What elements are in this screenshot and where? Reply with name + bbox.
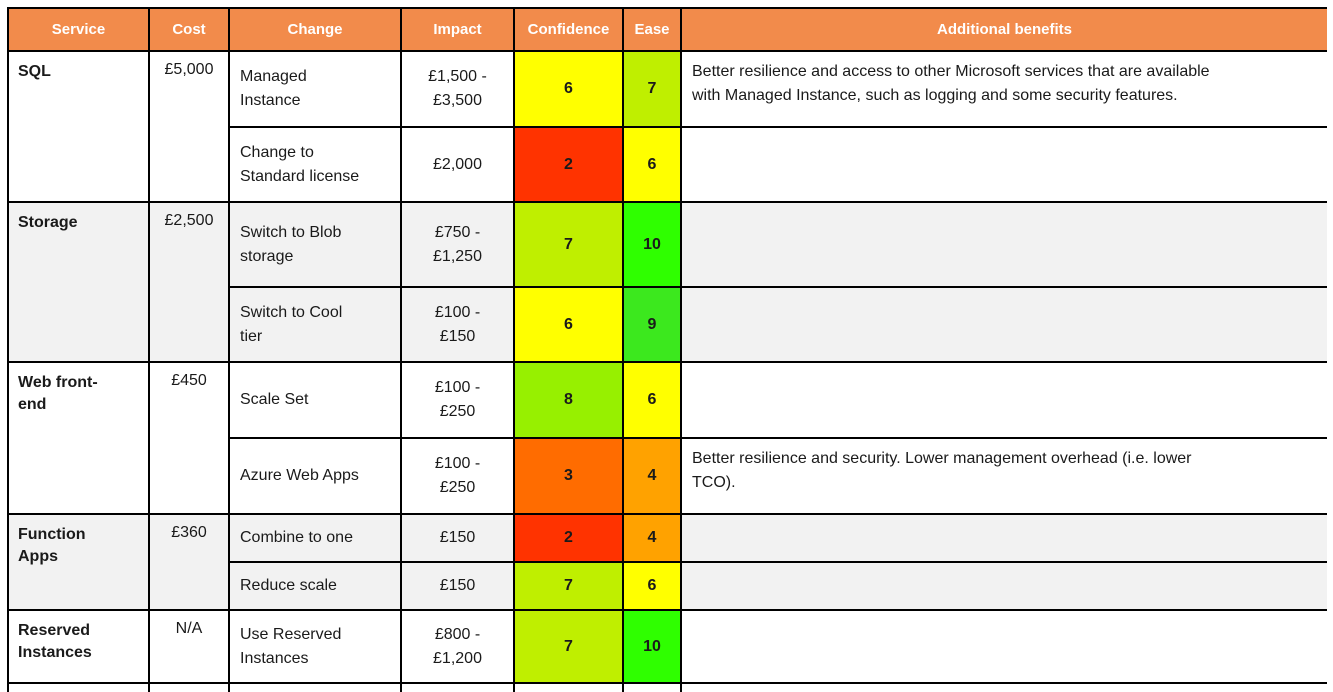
cost-cell: £5,000 bbox=[148, 50, 230, 203]
impact-cell: £100 - £150 bbox=[400, 286, 515, 363]
confidence-score-cell: 6 bbox=[513, 50, 624, 128]
table-row: Change to Standard license £2,000 2 6 bbox=[8, 126, 1327, 203]
ease-score-cell: 6 bbox=[622, 126, 682, 203]
change-cell: Azure Web Apps bbox=[228, 437, 402, 515]
table-row: Web front- end £450 Scale Set £100 - £25… bbox=[7, 361, 1327, 515]
ease-score-cell: 10 bbox=[622, 201, 682, 288]
table-row-partial bbox=[7, 682, 1327, 692]
empty-cell bbox=[680, 682, 1327, 692]
header-impact: Impact bbox=[400, 7, 515, 52]
confidence-score-cell: 8 bbox=[513, 361, 624, 439]
benefits-cell: Better resilience and security. Lower ma… bbox=[680, 437, 1327, 515]
benefits-cell bbox=[680, 513, 1327, 563]
header-row: Service Cost Change Impact Confidence Ea… bbox=[7, 7, 1327, 52]
ease-score-cell: 10 bbox=[622, 609, 682, 684]
confidence-score-cell: 2 bbox=[513, 513, 624, 563]
cost-cell: £450 bbox=[148, 361, 230, 515]
benefits-cell bbox=[680, 361, 1327, 439]
table-row: Reserved Instances N/A Use Reserved Inst… bbox=[7, 609, 1327, 684]
confidence-score-cell: 7 bbox=[513, 561, 624, 611]
header-confidence: Confidence bbox=[513, 7, 624, 52]
impact-cell: £150 bbox=[400, 513, 515, 563]
ease-score-cell: 9 bbox=[622, 286, 682, 363]
confidence-score-cell: 7 bbox=[513, 609, 624, 684]
benefits-cell bbox=[680, 286, 1327, 363]
ease-score-cell: 4 bbox=[622, 437, 682, 515]
change-cell: Change to Standard license bbox=[228, 126, 402, 203]
empty-cell bbox=[400, 682, 515, 692]
change-cell: Switch to Cool tier bbox=[228, 286, 402, 363]
cost-options-table-container: Service Cost Change Impact Confidence Ea… bbox=[7, 7, 1327, 692]
impact-cell: £100 - £250 bbox=[400, 437, 515, 515]
table-row: Function Apps £360 Combine to one £150 2… bbox=[7, 513, 1327, 611]
confidence-score-cell: 2 bbox=[513, 126, 624, 203]
benefits-cell: Better resilience and access to other Mi… bbox=[680, 50, 1327, 128]
service-cell: Storage bbox=[7, 201, 150, 363]
cost-cell: £360 bbox=[148, 513, 230, 611]
table-row: Storage £2,500 Switch to Blob storage £7… bbox=[7, 201, 1327, 363]
cost-cell: £2,500 bbox=[148, 201, 230, 363]
cost-options-table: Service Cost Change Impact Confidence Ea… bbox=[7, 7, 1327, 692]
confidence-score-cell: 7 bbox=[513, 201, 624, 288]
header-additional-benefits: Additional benefits bbox=[680, 7, 1327, 52]
change-cell: Reduce scale bbox=[228, 561, 402, 611]
impact-cell: £1,500 - £3,500 bbox=[400, 50, 515, 128]
header-ease: Ease bbox=[622, 7, 682, 52]
ease-score-cell: 6 bbox=[622, 361, 682, 439]
service-cell: Reserved Instances bbox=[7, 609, 150, 684]
impact-cell: £100 - £250 bbox=[400, 361, 515, 439]
table-row: Reduce scale £150 7 6 bbox=[8, 561, 1327, 611]
header-service: Service bbox=[7, 7, 150, 52]
benefits-cell bbox=[680, 126, 1327, 203]
ease-score-cell: 7 bbox=[622, 50, 682, 128]
ease-score-cell: 4 bbox=[622, 513, 682, 563]
benefits-cell bbox=[680, 609, 1327, 684]
header-cost: Cost bbox=[148, 7, 230, 52]
change-cell: Switch to Blob storage bbox=[228, 201, 402, 288]
change-cell: Use Reserved Instances bbox=[228, 609, 402, 684]
cost-cell: N/A bbox=[148, 609, 230, 684]
service-cell: Function Apps bbox=[7, 513, 150, 611]
impact-cell: £2,000 bbox=[400, 126, 515, 203]
benefits-cell bbox=[680, 561, 1327, 611]
empty-cell bbox=[228, 682, 402, 692]
header-change: Change bbox=[228, 7, 402, 52]
empty-cell bbox=[7, 682, 150, 692]
ease-score-cell: 6 bbox=[622, 561, 682, 611]
change-cell: Managed Instance bbox=[228, 50, 402, 128]
service-cell: SQL bbox=[7, 50, 150, 203]
impact-cell: £150 bbox=[400, 561, 515, 611]
empty-cell bbox=[513, 682, 624, 692]
empty-cell bbox=[622, 682, 682, 692]
benefits-cell bbox=[680, 201, 1327, 288]
table-row: Azure Web Apps £100 - £250 3 4 Better re… bbox=[8, 437, 1327, 515]
change-cell: Scale Set bbox=[228, 361, 402, 439]
impact-cell: £800 - £1,200 bbox=[400, 609, 515, 684]
confidence-score-cell: 3 bbox=[513, 437, 624, 515]
table-row: Switch to Cool tier £100 - £150 6 9 bbox=[8, 286, 1327, 363]
impact-cell: £750 - £1,250 bbox=[400, 201, 515, 288]
table-row: SQL £5,000 Managed Instance £1,500 - £3,… bbox=[7, 50, 1327, 203]
confidence-score-cell: 6 bbox=[513, 286, 624, 363]
change-cell: Combine to one bbox=[228, 513, 402, 563]
empty-cell bbox=[148, 682, 230, 692]
service-cell: Web front- end bbox=[7, 361, 150, 515]
